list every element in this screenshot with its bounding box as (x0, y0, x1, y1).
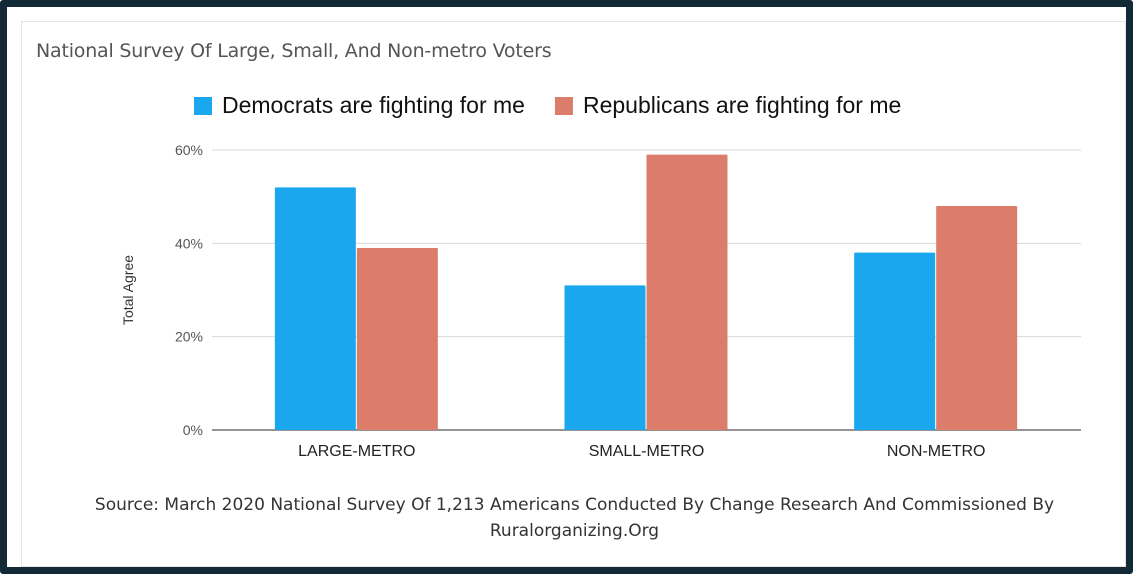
bar-chart: 0% 20% 40% 60% Total Agree LARGE-METRO SMALL-M… (120, 92, 1081, 460)
y-axis-label: Total Agree (120, 255, 136, 325)
bar (274, 187, 356, 430)
bar (854, 252, 936, 430)
bar (646, 154, 728, 430)
source-note: Source: March 2020 National Survey Of 1,… (22, 492, 1127, 544)
legend-label: Republicans are fighting for me (583, 92, 901, 118)
x-tick-label: LARGE-METRO (298, 443, 415, 460)
bar (936, 206, 1018, 430)
chart-title: National Survey Of Large, Small, And Non… (36, 40, 552, 62)
x-tick-label: NON-METRO (887, 443, 986, 460)
source-line-2: Ruralorganizing.Org (489, 521, 660, 541)
y-tick-label: 20% (175, 329, 203, 345)
legend-swatch (554, 97, 573, 115)
x-tick-label: SMALL-METRO (589, 443, 705, 460)
bar (564, 285, 646, 430)
bar (356, 248, 438, 430)
chart-card: National Survey Of Large, Small, And Non… (21, 21, 1126, 567)
y-tick-label: 0% (183, 422, 203, 438)
y-tick-label: 60% (175, 142, 203, 158)
source-line-1: Source: March 2020 National Survey Of 1,… (94, 495, 1055, 515)
legend-swatch (194, 97, 212, 115)
legend-label: Democrats are fighting for me (222, 92, 525, 118)
y-tick-label: 40% (175, 235, 203, 251)
